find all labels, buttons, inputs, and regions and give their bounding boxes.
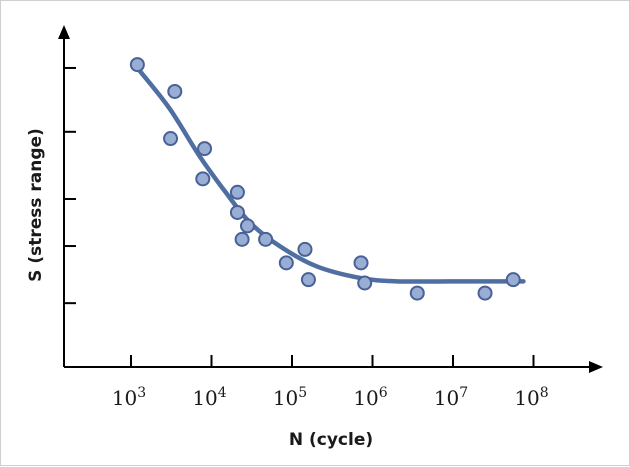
data-point xyxy=(195,171,211,187)
data-point xyxy=(129,57,145,73)
x-tick-label: 108 xyxy=(514,385,548,410)
data-point xyxy=(278,255,294,271)
data-point xyxy=(300,272,316,288)
x-tick-label: 107 xyxy=(434,385,468,410)
x-tick-label: 105 xyxy=(273,385,307,410)
axes xyxy=(58,25,603,373)
data-points xyxy=(129,57,521,301)
data-point xyxy=(229,184,245,200)
y-axis-label: S (stress range) xyxy=(26,128,46,282)
data-point xyxy=(409,285,425,301)
y-ticks xyxy=(64,66,76,305)
data-point xyxy=(229,204,245,220)
data-point xyxy=(239,218,255,234)
data-point xyxy=(297,241,313,257)
data-point xyxy=(234,231,250,247)
data-point xyxy=(477,285,493,301)
data-point xyxy=(163,131,179,147)
data-point xyxy=(353,255,369,271)
x-axis-label: N (cycle) xyxy=(289,430,373,450)
x-tick-label: 103 xyxy=(112,385,146,410)
x-tick-label: 104 xyxy=(192,385,226,410)
x-tick-label: 106 xyxy=(353,385,387,410)
fit-curve-layer xyxy=(135,65,526,284)
data-point xyxy=(357,275,373,291)
fit-curve xyxy=(135,65,526,284)
data-point xyxy=(167,83,183,99)
x-axis-arrow xyxy=(589,361,603,373)
data-point xyxy=(505,272,521,288)
data-point xyxy=(197,141,213,157)
y-axis-arrow xyxy=(58,25,70,39)
x-ticks: 103 104 105 106 107 108 xyxy=(112,355,549,410)
data-point xyxy=(258,231,274,247)
